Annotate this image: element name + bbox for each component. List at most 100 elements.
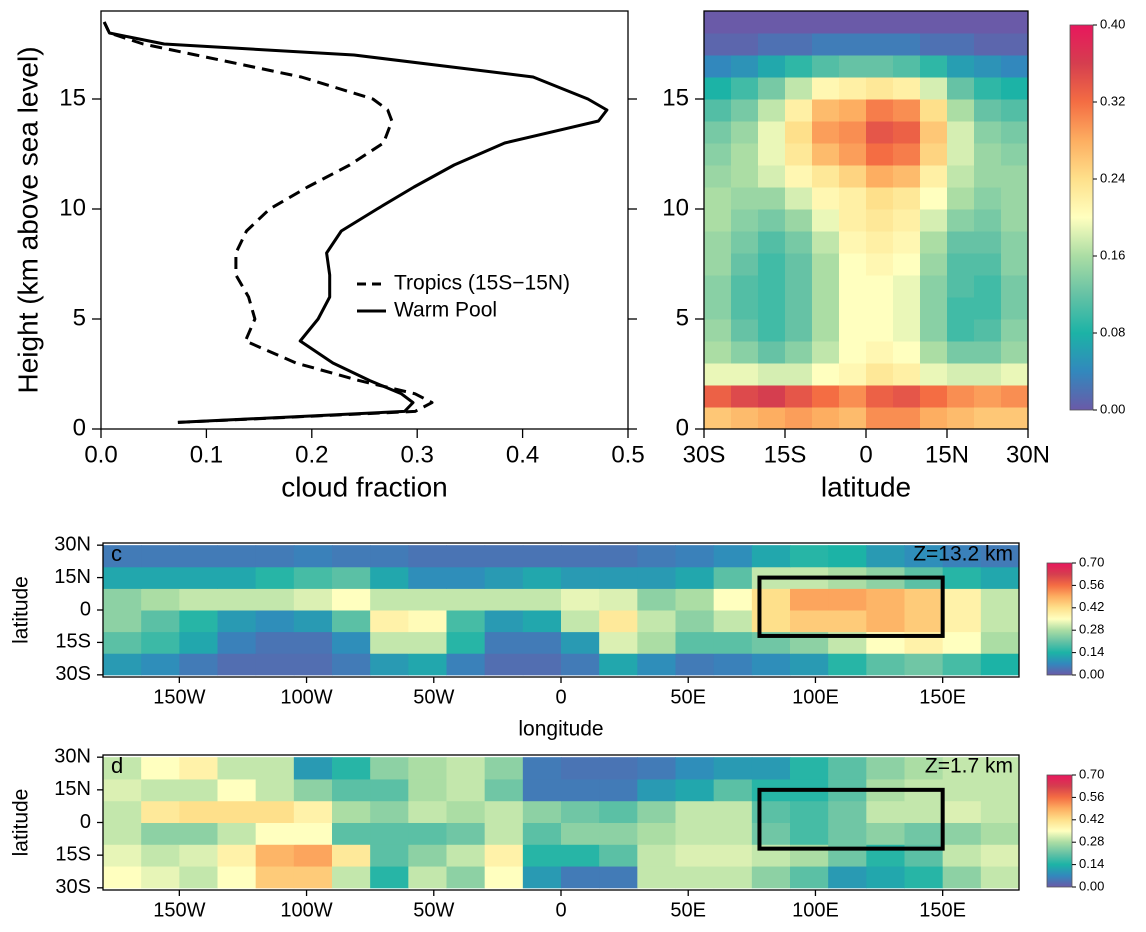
heat-cell xyxy=(704,385,732,408)
heat-cell xyxy=(675,588,715,611)
y-tick-label: 10 xyxy=(662,194,689,221)
heat-cell xyxy=(866,653,905,676)
heat-cell xyxy=(637,545,676,568)
heat-cell xyxy=(947,341,975,364)
heat-cell xyxy=(974,55,1002,78)
heat-cell xyxy=(920,33,948,56)
x-tick-label: 0.0 xyxy=(84,441,117,468)
heat-cell xyxy=(675,800,715,823)
heat-cell xyxy=(522,566,562,589)
heat-cell xyxy=(561,866,600,889)
heat-cell xyxy=(790,545,829,568)
heat-cell xyxy=(947,231,975,254)
heat-cell xyxy=(839,77,867,100)
heat-cell xyxy=(408,757,447,780)
heat-cell xyxy=(904,822,944,845)
y-tick-label: 15S xyxy=(55,843,91,865)
x-tick-label: 100E xyxy=(792,899,839,921)
heat-cell xyxy=(812,407,840,430)
heat-cell xyxy=(675,822,715,845)
heat-cell xyxy=(446,566,486,589)
heat-cell xyxy=(866,55,894,78)
heat-cell xyxy=(637,800,676,823)
heat-cell xyxy=(255,653,295,676)
heat-cell xyxy=(1001,253,1029,276)
heat-cell xyxy=(758,319,786,342)
heat-cell xyxy=(103,800,142,823)
y-tick-label: 15 xyxy=(59,84,86,111)
heat-cell xyxy=(408,588,447,611)
heat-cell xyxy=(785,253,813,276)
heat-cell xyxy=(1001,319,1029,342)
heat-cell xyxy=(255,566,295,589)
heat-cell xyxy=(675,778,715,802)
heat-cell xyxy=(893,297,921,320)
heat-cell xyxy=(866,610,905,633)
heat-cell xyxy=(446,588,486,611)
heat-cell xyxy=(947,99,975,122)
heat-cell xyxy=(731,319,759,342)
heat-cell xyxy=(1001,77,1029,100)
heat-cell xyxy=(704,341,732,364)
colorbar-tick-label: 0.56 xyxy=(1079,577,1104,592)
heat-cell xyxy=(179,588,218,611)
heat-cell xyxy=(942,653,982,676)
heat-cell xyxy=(103,545,142,568)
heat-cell xyxy=(103,610,142,633)
heat-cell xyxy=(731,187,759,210)
heat-cell xyxy=(103,866,142,889)
heat-cell xyxy=(785,385,813,408)
heat-cell xyxy=(408,610,447,633)
heat-cell xyxy=(599,653,638,676)
heat-cell xyxy=(920,55,948,78)
heat-cell xyxy=(217,653,257,676)
heat-cell xyxy=(599,800,638,823)
heat-cell xyxy=(974,319,1002,342)
y-axis-title: latitude xyxy=(10,789,33,857)
heat-cell xyxy=(217,566,257,589)
heat-cell xyxy=(839,121,867,144)
heat-cell xyxy=(758,187,786,210)
heat-cell xyxy=(293,545,333,568)
heat-cell xyxy=(141,631,180,654)
heat-cell xyxy=(141,757,180,780)
x-tick-label: 15S xyxy=(764,441,807,468)
heat-cell xyxy=(179,757,218,780)
heat-cell xyxy=(839,275,867,298)
heat-cell xyxy=(293,610,333,633)
y-tick-label: 30S xyxy=(55,663,91,685)
heat-cell xyxy=(704,11,732,34)
heat-cell xyxy=(217,757,257,780)
heat-cell xyxy=(370,566,409,589)
heat-cell xyxy=(751,588,791,611)
heat-cell xyxy=(484,631,524,654)
heat-cell xyxy=(408,653,447,676)
heat-cell xyxy=(704,209,732,232)
colorbar-tick-label: 0.70 xyxy=(1079,766,1104,781)
heat-cell xyxy=(812,253,840,276)
heat-cell xyxy=(522,866,562,889)
heat-cell xyxy=(713,545,753,568)
heat-cell xyxy=(255,778,295,802)
colorbar-tick-label: 0.14 xyxy=(1079,644,1104,659)
heat-cell xyxy=(758,297,786,320)
heat-cell xyxy=(484,757,524,780)
heat-cell xyxy=(866,866,905,889)
heat-cell xyxy=(713,566,753,589)
heat-cell xyxy=(839,319,867,342)
x-tick-label: 100W xyxy=(280,686,332,708)
heat-cell xyxy=(785,55,813,78)
heat-cell xyxy=(255,822,295,845)
heat-cell xyxy=(217,800,257,823)
heat-cell xyxy=(812,385,840,408)
heat-cell xyxy=(920,275,948,298)
heat-cell xyxy=(751,653,791,676)
heat-cell xyxy=(758,165,786,188)
heat-cell xyxy=(1001,143,1029,166)
colorbar-tick-label: 0.16 xyxy=(1100,247,1125,262)
heat-cell xyxy=(1001,33,1029,56)
heat-cell xyxy=(974,11,1002,34)
heat-cell xyxy=(942,822,982,845)
heat-cell xyxy=(866,143,894,166)
heat-cell xyxy=(866,11,894,34)
